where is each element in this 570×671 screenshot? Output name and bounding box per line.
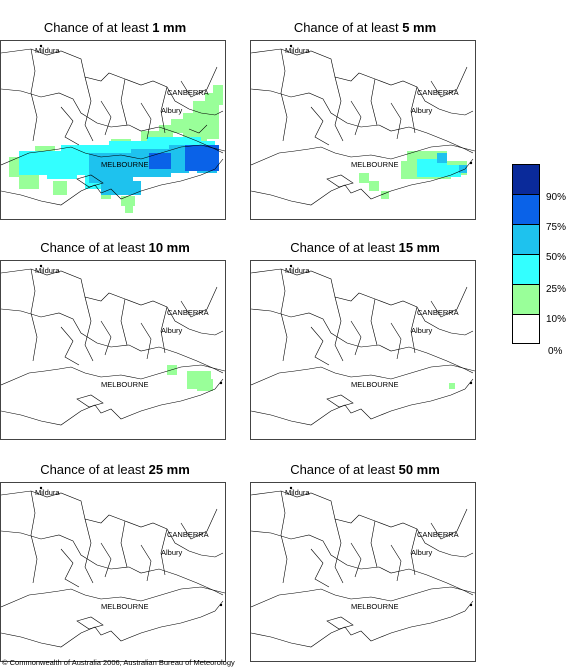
label-canberra: CANBERRA	[167, 308, 209, 317]
map: Mildura CANBERRA Albury MELBOURNE	[250, 482, 476, 662]
legend-swatch-25	[512, 254, 540, 284]
legend-tick-10: 10%	[546, 314, 567, 325]
map: Mildura CANBERRA Albury MELBOURNE	[0, 260, 226, 440]
label-canberra: CANBERRA	[417, 530, 459, 539]
rain-cells	[359, 151, 467, 199]
boundaries	[1, 48, 225, 206]
panel-title: Chance of at least 5 mm	[293, 20, 437, 35]
map: Mildura CANBERRA Albury MELBOURNE	[250, 40, 476, 220]
label-canberra: CANBERRA	[167, 530, 209, 539]
legend-swatch-75	[512, 194, 540, 224]
label-melbourne: MELBOURNE	[351, 380, 399, 389]
panel-title: Chance of at least 50 mm	[290, 462, 440, 477]
label-albury: Albury	[161, 548, 183, 557]
label-canberra: CANBERRA	[417, 88, 459, 97]
legend-swatch-0	[512, 314, 540, 344]
rain-cells	[449, 383, 455, 389]
label-mildura: Mildura	[35, 266, 60, 275]
label-mildura: Mildura	[35, 46, 60, 55]
panel-title: Chance of at least 15 mm	[290, 240, 440, 255]
label-melbourne: MELBOURNE	[101, 160, 149, 169]
label-albury: Albury	[161, 106, 183, 115]
legend-tick-90: 90%	[546, 192, 567, 203]
legend-swatch-90	[512, 164, 540, 194]
label-albury: Albury	[411, 326, 433, 335]
label-canberra: CANBERRA	[417, 308, 459, 317]
map: Mildura CANBERRA Albury MELBOURNE	[0, 40, 226, 220]
legend-tick-25: 25%	[546, 284, 567, 295]
label-albury: Albury	[161, 326, 183, 335]
map: Mildura CANBERRA Albury MELBOURNE	[250, 260, 476, 440]
label-melbourne: MELBOURNE	[101, 602, 149, 611]
map: Mildura CANBERRA Albury MELBOURNE	[0, 482, 226, 662]
label-albury: Albury	[411, 548, 433, 557]
legend-tick-0: 0%	[548, 346, 563, 357]
label-melbourne: MELBOURNE	[351, 160, 399, 169]
legend-tick-75: 75%	[546, 222, 567, 233]
legend-swatch-50	[512, 224, 540, 254]
label-albury: Albury	[411, 106, 433, 115]
label-mildura: Mildura	[35, 488, 60, 497]
legend-colorbar	[512, 164, 540, 344]
copyright-notice: © Commonwealth of Australia 2006, Austra…	[2, 658, 235, 667]
label-mildura: Mildura	[285, 488, 310, 497]
legend-swatch-10	[512, 284, 540, 314]
label-melbourne: MELBOURNE	[101, 380, 149, 389]
panel-title: Chance of at least 10 mm	[40, 240, 190, 255]
label-mildura: Mildura	[285, 266, 310, 275]
label-mildura: Mildura	[285, 46, 310, 55]
label-melbourne: MELBOURNE	[351, 602, 399, 611]
label-canberra: CANBERRA	[167, 88, 209, 97]
panel-title: Chance of at least 25 mm	[40, 462, 190, 477]
panel-title: Chance of at least 1 mm	[43, 20, 187, 35]
legend-tick-50: 50%	[546, 252, 567, 263]
